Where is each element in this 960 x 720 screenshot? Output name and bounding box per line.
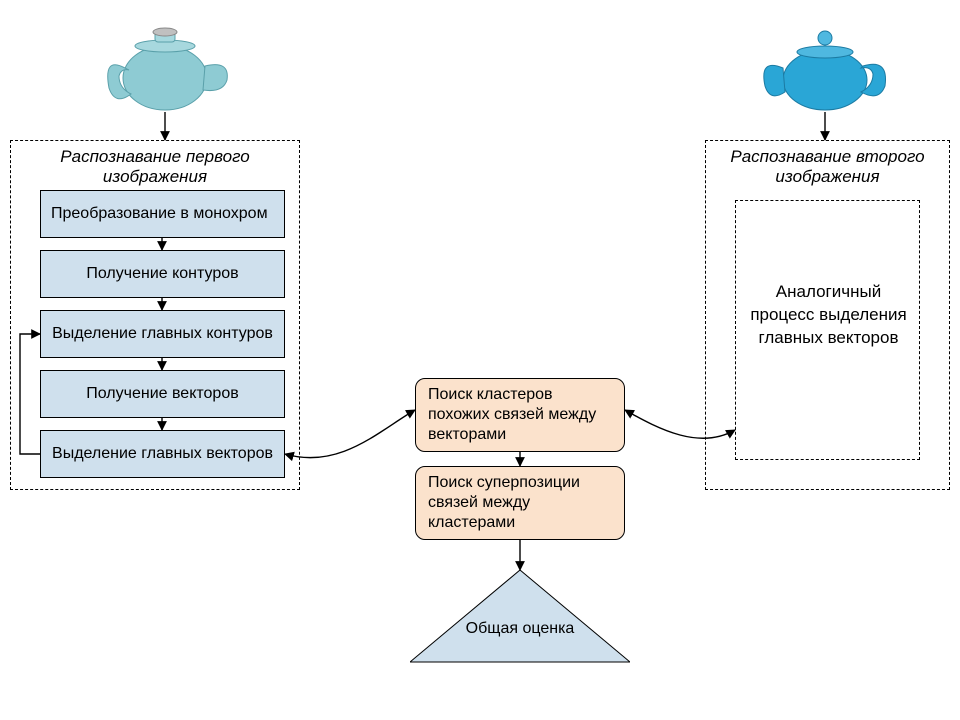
- center-label: Поиск суперпозиции связей между кластера…: [428, 473, 612, 533]
- right-inner-label: Аналогичный процесс выделения главных ве…: [746, 281, 911, 350]
- step-monochrome: Преобразование в монохром: [40, 190, 285, 238]
- center-clusters: Поиск кластеров похожих связей между век…: [415, 378, 625, 452]
- step-contours: Получение контуров: [40, 250, 285, 298]
- result-label: Общая оценка: [410, 620, 630, 638]
- right-inner-box: Аналогичный процесс выделения главных ве…: [735, 200, 920, 460]
- diagram-canvas: Распознавание первогоизображения Преобра…: [0, 0, 960, 720]
- step-main-vectors: Выделение главных векторов: [40, 430, 285, 478]
- teapot-left-icon: [95, 8, 235, 118]
- step-label: Получение контуров: [86, 264, 238, 283]
- step-vectors: Получение векторов: [40, 370, 285, 418]
- left-panel-title: Распознавание первогоизображения: [11, 147, 299, 188]
- step-label: Получение векторов: [86, 384, 238, 403]
- step-label: Выделение главных контуров: [52, 324, 273, 343]
- teapot-right-icon: [755, 8, 895, 118]
- center-label: Поиск кластеров похожих связей между век…: [428, 385, 612, 445]
- step-label: Преобразование в монохром: [51, 204, 268, 223]
- center-superposition: Поиск суперпозиции связей между кластера…: [415, 466, 625, 540]
- step-main-contours: Выделение главных контуров: [40, 310, 285, 358]
- result-triangle: Общая оценка: [410, 570, 630, 670]
- right-panel-title: Распознавание второгоизображения: [706, 147, 949, 188]
- step-label: Выделение главных векторов: [52, 444, 273, 463]
